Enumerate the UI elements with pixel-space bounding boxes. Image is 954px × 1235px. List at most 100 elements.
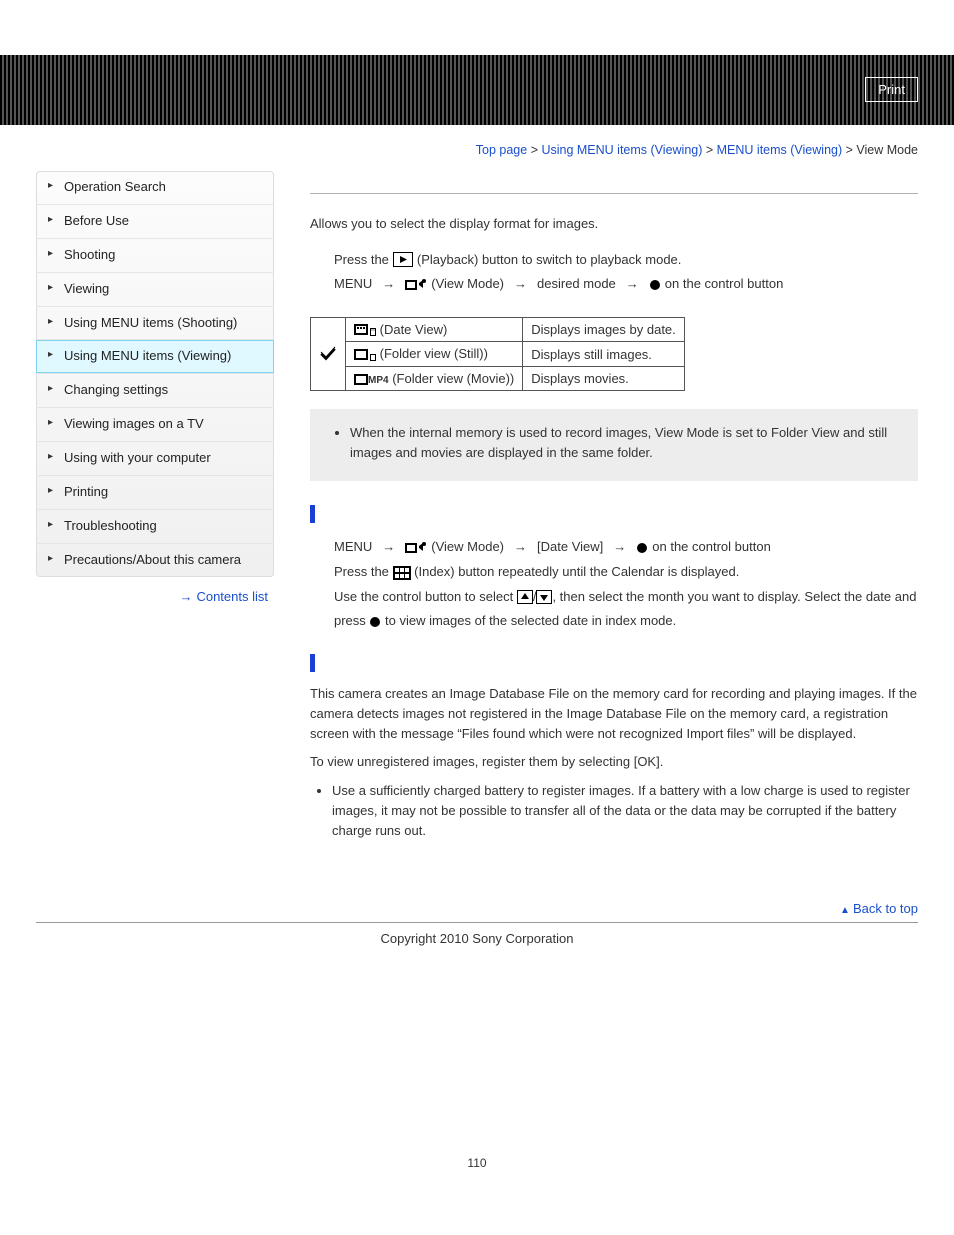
step1-prefix: Press the — [334, 248, 389, 273]
down-arrow-key-icon — [536, 590, 552, 604]
step2-desired: desired mode — [537, 272, 616, 297]
cal3-a: Use the control button to select — [334, 589, 517, 604]
sidebar-item-before-use[interactable]: Before Use — [36, 205, 274, 239]
back-to-top-wrap: ▲Back to top — [0, 889, 954, 920]
sidebar: Operation Search Before Use Shooting Vie… — [36, 171, 274, 604]
date-view-cell: (Date View) — [346, 317, 523, 342]
print-button[interactable]: Print — [865, 77, 918, 102]
sidebar-item-operation-search[interactable]: Operation Search — [36, 171, 274, 205]
sidebar-item-menu-shooting[interactable]: Using MENU items (Shooting) — [36, 307, 274, 341]
step2-view: (View Mode) — [431, 272, 504, 297]
db-bullet: Use a sufficiently charged battery to re… — [332, 781, 918, 841]
row-desc: Displays movies. — [523, 367, 685, 391]
cal1-view: (View Mode) — [431, 535, 504, 560]
content-area: Allows you to select the display format … — [310, 165, 918, 849]
folder-movie-icon — [354, 374, 368, 386]
index-icon — [393, 566, 411, 580]
row-desc: Displays images by date. — [523, 317, 685, 342]
mp4-label: MP4 — [368, 375, 389, 386]
contents-list-link[interactable]: Contents list — [196, 589, 268, 604]
breadcrumb-sep: > — [702, 143, 716, 157]
note-item: When the internal memory is used to reco… — [350, 423, 900, 463]
table-row: (Date View) Displays images by date. — [311, 317, 685, 342]
row-label: (Folder view (Still)) — [380, 346, 488, 361]
folder-still-icon — [354, 348, 376, 362]
step2-menu: MENU — [334, 272, 372, 297]
cal2-prefix: Press the — [334, 564, 393, 579]
top-separator — [310, 193, 918, 194]
check-cell — [311, 317, 346, 390]
cal1-tail: on the control button — [652, 535, 771, 560]
arrow-icon: → — [376, 272, 401, 297]
back-to-top-link[interactable]: Back to top — [853, 901, 918, 916]
intro-text: Allows you to select the display format … — [310, 214, 918, 234]
sidebar-item-printing[interactable]: Printing — [36, 476, 274, 510]
breadcrumb: Top page > Using MENU items (Viewing) > … — [0, 125, 954, 165]
breadcrumb-current: View Mode — [856, 143, 918, 157]
header-band: Print — [0, 55, 954, 125]
arrow-icon: → — [620, 272, 645, 297]
arrow-right-icon: → — [179, 589, 192, 604]
arrow-icon: → — [508, 535, 533, 560]
cal2-suffix: (Index) button repeatedly until the Cale… — [411, 564, 740, 579]
section-calendar — [310, 505, 918, 523]
calendar-steps: MENU → (View Mode) → [Date View] → on th… — [310, 535, 918, 634]
breadcrumb-sep: > — [842, 143, 856, 157]
sidebar-item-menu-viewing[interactable]: Using MENU items (Viewing) — [36, 340, 274, 374]
cal3-c: to view images of the selected date in i… — [381, 613, 676, 628]
note-list: When the internal memory is used to reco… — [328, 423, 900, 463]
sidebar-item-shooting[interactable]: Shooting — [36, 239, 274, 273]
sidebar-item-changing-settings[interactable]: Changing settings — [36, 374, 274, 408]
sidebar-item-tv[interactable]: Viewing images on a TV — [36, 408, 274, 442]
breadcrumb-link-1[interactable]: Using MENU items (Viewing) — [541, 143, 702, 157]
step-2: MENU → (View Mode) → desired mode → on t… — [334, 272, 918, 297]
sidebar-item-troubleshooting[interactable]: Troubleshooting — [36, 510, 274, 544]
arrow-icon: → — [376, 535, 401, 560]
center-button-icon — [649, 279, 661, 291]
step2-tail: on the control button — [665, 272, 784, 297]
folder-still-cell: (Folder view (Still)) — [346, 342, 523, 367]
row-desc: Displays still images. — [523, 342, 685, 367]
sidebar-list: Operation Search Before Use Shooting Vie… — [36, 171, 274, 577]
center-button-icon — [369, 616, 381, 628]
date-view-icon — [354, 323, 376, 337]
arrow-icon: → — [607, 535, 632, 560]
triangle-up-icon: ▲ — [840, 905, 850, 916]
step-1: Press the (Playback) button to switch to… — [334, 248, 918, 273]
cal-step-3: Use the control button to select /, then… — [334, 585, 918, 634]
sidebar-item-computer[interactable]: Using with your computer — [36, 442, 274, 476]
view-mode-icon — [405, 541, 427, 555]
check-icon — [319, 346, 337, 362]
page-number: 110 — [0, 976, 954, 1190]
main-layout: Operation Search Before Use Shooting Vie… — [0, 165, 954, 889]
note-box: When the internal memory is used to reco… — [310, 409, 918, 481]
up-arrow-key-icon — [517, 590, 533, 604]
playback-icon — [393, 252, 413, 267]
step1-suffix: (Playback) button to switch to playback … — [417, 248, 681, 273]
db-para1: This camera creates an Image Database Fi… — [310, 684, 918, 744]
db-bullet-list: Use a sufficiently charged battery to re… — [310, 781, 918, 841]
sidebar-item-viewing[interactable]: Viewing — [36, 273, 274, 307]
table-row: (Folder view (Still)) Displays still ima… — [311, 342, 685, 367]
folder-movie-cell: MP4 (Folder view (Movie)) — [346, 367, 523, 391]
breadcrumb-sep: > — [527, 143, 541, 157]
view-mode-icon — [405, 278, 427, 292]
cal-step-1: MENU → (View Mode) → [Date View] → on th… — [334, 535, 918, 560]
breadcrumb-link-0[interactable]: Top page — [476, 143, 527, 157]
table-row: MP4 (Folder view (Movie)) Displays movie… — [311, 367, 685, 391]
contents-link-wrap: → Contents list — [36, 577, 274, 604]
arrow-icon: → — [508, 272, 533, 297]
view-mode-table: (Date View) Displays images by date. (Fo… — [310, 317, 685, 391]
center-button-icon — [636, 542, 648, 554]
breadcrumb-link-2[interactable]: MENU items (Viewing) — [717, 143, 843, 157]
sidebar-item-precautions[interactable]: Precautions/About this camera — [36, 544, 274, 577]
initial-steps: Press the (Playback) button to switch to… — [310, 248, 918, 297]
cal-step-2: Press the (Index) button repeatedly unti… — [334, 560, 918, 585]
row-label: (Date View) — [380, 322, 448, 337]
copyright: Copyright 2010 Sony Corporation — [0, 923, 954, 976]
row-label: (Folder view (Movie)) — [392, 371, 514, 386]
db-para2: To view unregistered images, register th… — [310, 752, 918, 772]
cal1-date: [Date View] — [537, 535, 603, 560]
section-database — [310, 654, 918, 672]
cal1-menu: MENU — [334, 535, 372, 560]
